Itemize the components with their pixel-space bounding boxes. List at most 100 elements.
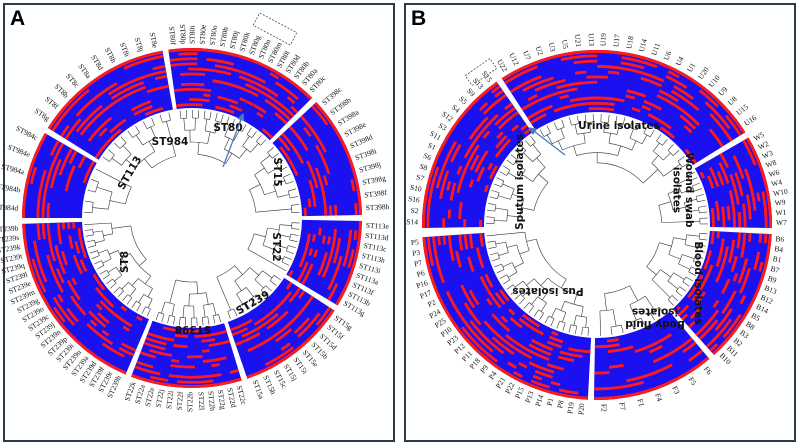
heatmap-cell-present <box>296 261 309 283</box>
heatmap-cell-present <box>682 341 697 354</box>
heatmap-cell-present <box>101 342 125 358</box>
heatmap-cell-present <box>314 167 321 178</box>
heatmap-cell-present <box>719 152 729 168</box>
heatmap-cell-present <box>720 238 725 247</box>
heatmap-cell-present <box>494 292 506 306</box>
heatmap-cell-present <box>122 325 130 332</box>
heatmap-cell-present <box>521 94 550 111</box>
heatmap-cell-present <box>57 294 64 303</box>
heatmap-cell-present <box>55 268 65 284</box>
heatmap-cell-present <box>49 158 62 189</box>
heatmap-cell-present <box>718 267 724 276</box>
heatmap-cell-present <box>426 236 435 267</box>
heatmap-cell-present <box>459 315 474 333</box>
heatmap-cell-present <box>688 349 704 362</box>
leaf-label: P14 <box>533 393 545 407</box>
leaf-label: ST22i <box>164 390 175 409</box>
heatmap-cell-present <box>485 297 493 306</box>
heatmap-cell-present <box>238 75 256 85</box>
heatmap-cell-present <box>449 182 457 201</box>
heatmap-cell-present <box>479 166 486 175</box>
leaf-label: P5 <box>410 237 419 247</box>
heatmap-cell-present <box>714 200 721 221</box>
cluster-name: ST8 <box>119 251 131 273</box>
heatmap-cell-present <box>279 291 293 306</box>
heatmap-cell-present <box>432 236 438 256</box>
leaf-label: W2 <box>757 139 771 152</box>
heatmap-cell-present <box>758 233 763 243</box>
heatmap-cell-present <box>293 295 314 320</box>
heatmap-outer-track <box>421 81 499 229</box>
cluster-name: Pus isolates <box>512 285 583 297</box>
leaf-label: U14 <box>637 38 649 53</box>
heatmap-cell-present <box>297 290 306 299</box>
heatmap-cell-present <box>230 322 246 332</box>
leaf-label: U11 <box>649 42 662 57</box>
leaf-label: S16 <box>408 194 421 205</box>
leaf-label: ST239k <box>0 242 21 255</box>
leaf-label: ST8e <box>148 31 160 49</box>
heatmap-cell-present <box>317 267 323 276</box>
heatmap-cell-present <box>560 56 574 62</box>
heatmap-cell-present <box>742 139 757 166</box>
heatmap-cell-present <box>47 230 53 247</box>
heatmap-cell-present <box>707 175 715 189</box>
heatmap-cell-present <box>145 336 167 346</box>
heatmap-cell-present <box>70 295 87 316</box>
heatmap-cell-present <box>48 142 65 173</box>
heatmap-cell-present <box>718 318 733 335</box>
heatmap-cell-present <box>68 150 78 165</box>
heatmap-cell-present <box>708 166 718 181</box>
leaf-label: ST984b <box>0 182 21 195</box>
heatmap-cell-present <box>491 313 505 327</box>
heatmap-cell-present <box>77 155 87 169</box>
heatmap-cell-present <box>67 222 71 230</box>
heatmap-cell-present <box>727 212 731 221</box>
heatmap-cell-present <box>426 207 431 228</box>
heatmap-cell-present <box>741 232 747 250</box>
heatmap-cell-present <box>144 363 154 369</box>
heatmap-cell-present <box>327 280 334 291</box>
heatmap-cell-present <box>52 306 61 316</box>
heatmap-outer-track <box>131 373 242 389</box>
heatmap-cell-present <box>681 313 689 321</box>
heatmap-cell-present <box>354 202 358 216</box>
arrow-annotation-b <box>528 127 566 156</box>
heatmap-cell-present <box>41 223 46 240</box>
leaf-label: B5 <box>750 311 762 323</box>
heatmap-cell-present <box>293 317 311 334</box>
heatmap-cell-present <box>79 116 98 136</box>
leaf-label: ST22g <box>216 389 228 410</box>
heatmap-cell-present <box>704 101 731 130</box>
heatmap-cell-present <box>319 153 331 175</box>
heatmap-cell-present <box>74 240 81 255</box>
cluster-name: Wound swabisolates <box>671 152 695 228</box>
heatmap-cell-present <box>569 96 598 103</box>
leaf-label: W1 <box>775 208 787 218</box>
heatmap-cell-present <box>208 339 231 347</box>
heatmap-cell-present <box>588 107 615 112</box>
heatmap-cell-present <box>643 99 662 111</box>
heatmap-cell-present <box>433 166 440 178</box>
heatmap-cell-present <box>520 124 529 131</box>
heatmap-cell-present <box>273 99 295 118</box>
heatmap-cell-present <box>467 256 475 273</box>
heatmap-cell-present <box>427 176 437 208</box>
leaf-label: U5 <box>560 39 571 50</box>
dashed-highlight-ellipse-a <box>237 100 255 112</box>
heatmap-cell-present <box>695 328 704 337</box>
heatmap-cell-present <box>460 284 476 309</box>
dendrogram <box>84 222 153 317</box>
heatmap-cell-present <box>468 233 474 249</box>
heatmap-cell-present <box>594 386 612 391</box>
heatmap-cell-present <box>311 104 329 126</box>
leaf-label: U2 <box>534 45 546 57</box>
cluster-st15: ST15gST15fST15dST15bST15eST15iST15jST15c… <box>216 157 354 401</box>
heatmap-cell-present <box>665 75 688 90</box>
heatmap-cell-present <box>58 259 67 275</box>
heatmap-cell-present <box>136 360 146 367</box>
heatmap-cell-present <box>487 162 494 171</box>
heatmap-cell-present <box>558 355 575 363</box>
